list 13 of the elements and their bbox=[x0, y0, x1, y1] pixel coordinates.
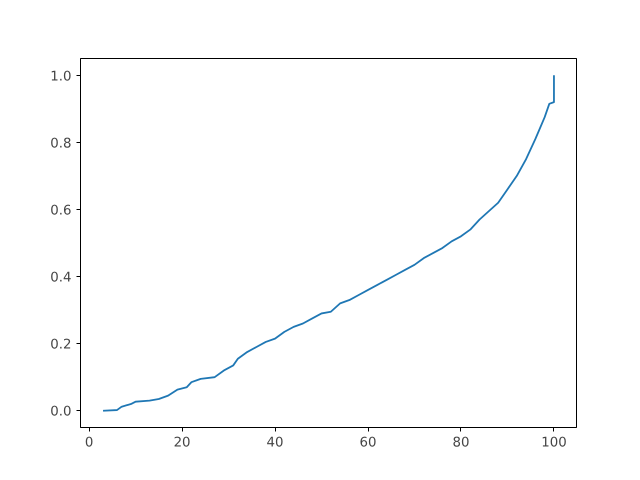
x-tick-label: 100 bbox=[541, 436, 567, 450]
x-tick-label: 0 bbox=[84, 436, 94, 450]
line-series bbox=[102, 74, 555, 412]
y-tick-label: 0.6 bbox=[50, 203, 72, 218]
y-tick-label: 0.4 bbox=[50, 270, 72, 286]
y-tick-label: 0.0 bbox=[50, 404, 72, 420]
y-tick-label: 0.2 bbox=[50, 338, 72, 353]
x-tick-label: 80 bbox=[452, 436, 470, 450]
x-tick-label: 40 bbox=[266, 436, 284, 450]
x-tick-label: 20 bbox=[174, 436, 191, 450]
y-tick-label: 0.8 bbox=[50, 136, 72, 152]
y-tick-label: 1.0 bbox=[50, 69, 72, 84]
x-tick-label: 60 bbox=[360, 436, 376, 450]
